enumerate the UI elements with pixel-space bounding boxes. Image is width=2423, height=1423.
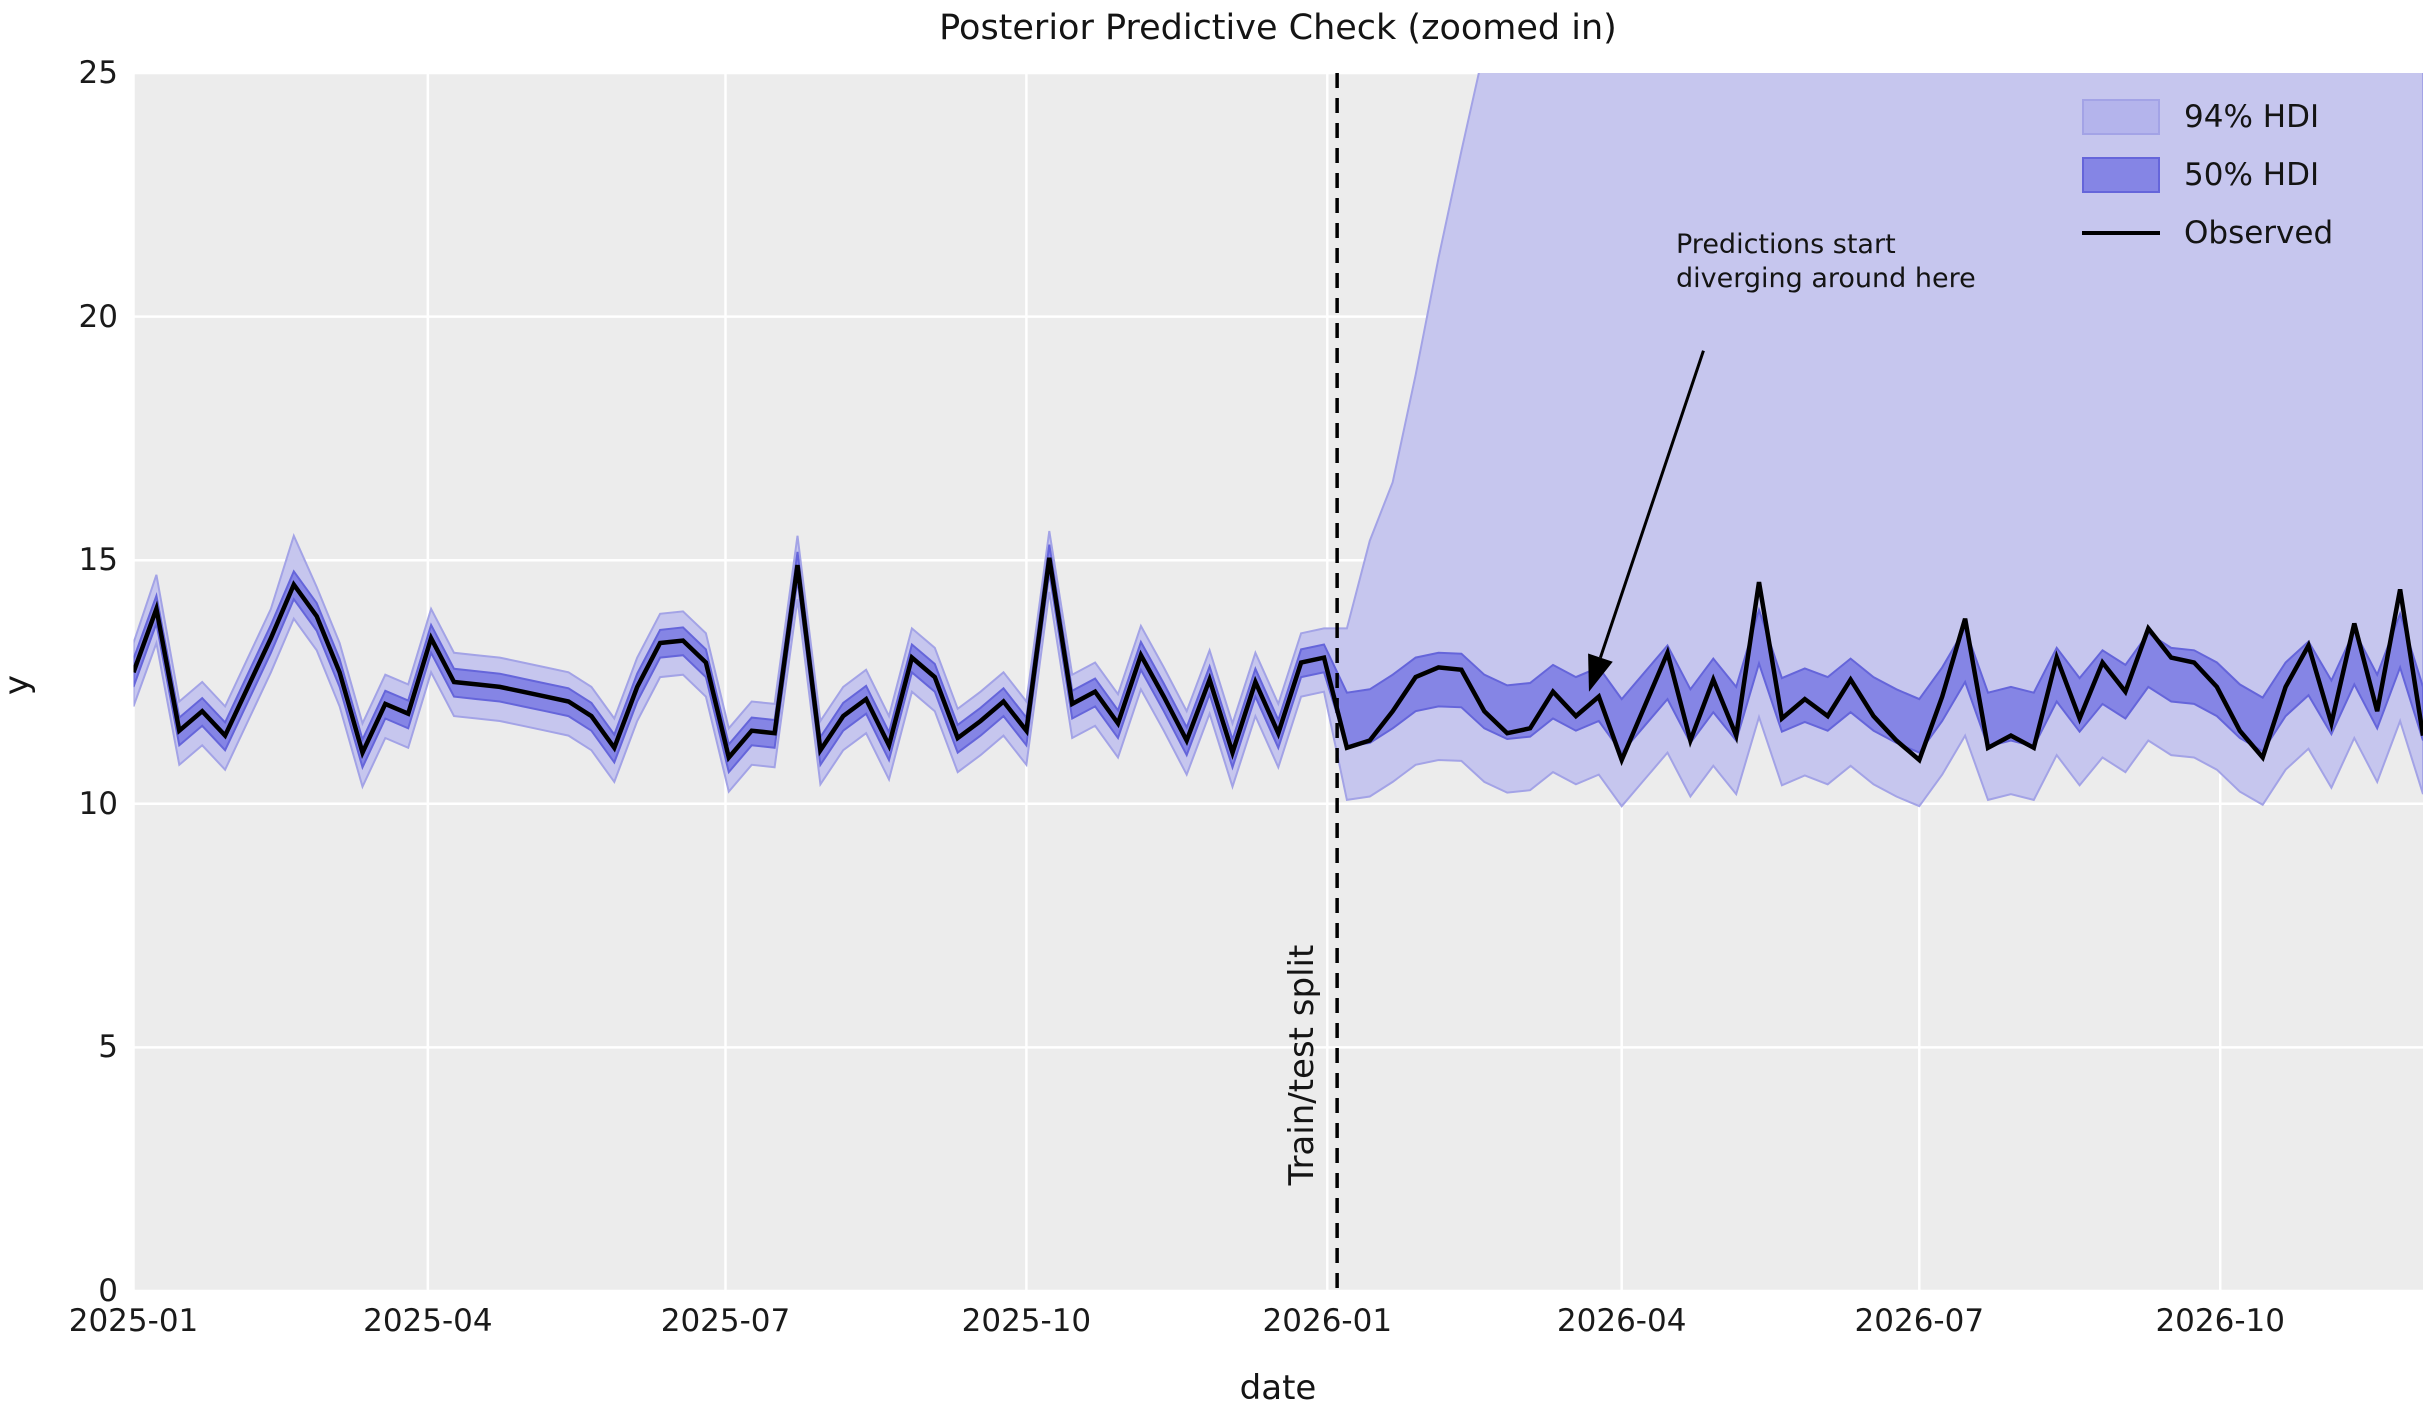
observed-line-swatch-icon <box>2082 231 2160 235</box>
legend: 94% HDI 50% HDI Observed <box>2082 88 2412 262</box>
x-tick-label: 2025-07 <box>660 1303 791 1339</box>
y-tick-label: 5 <box>98 1029 118 1066</box>
legend-label-50-hdi: 50% HDI <box>2184 157 2320 193</box>
hdi50-swatch-icon <box>2082 157 2160 193</box>
x-tick-label: 2026-01 <box>1262 1303 1393 1339</box>
legend-row-observed: Observed <box>2082 204 2412 262</box>
diverging-annotation: Predictions start diverging around here <box>1676 228 1976 296</box>
x-tick-label: 2026-07 <box>1854 1303 1985 1339</box>
x-tick-label: 2025-04 <box>363 1303 493 1339</box>
y-tick-label: 0 <box>98 1273 118 1309</box>
y-tick-label: 20 <box>78 298 118 335</box>
y-tick-label: 15 <box>78 542 118 579</box>
y-tick-label: 25 <box>78 55 118 91</box>
legend-row-94-hdi: 94% HDI <box>2082 88 2412 146</box>
legend-row-50-hdi: 50% HDI <box>2082 146 2412 204</box>
observed-line <box>133 557 2423 767</box>
x-axis-label: date <box>1239 1368 1317 1408</box>
hdi94-swatch-icon <box>2082 99 2160 135</box>
x-tick-label: 2025-01 <box>68 1303 199 1339</box>
x-tick-label: 2026-04 <box>1556 1303 1687 1339</box>
chart-title: Posterior Predictive Check (zoomed in) <box>939 8 1617 48</box>
x-tick-label: 2026-10 <box>2155 1303 2285 1339</box>
legend-label-observed: Observed <box>2184 215 2334 251</box>
diverging-annotation-line2: diverging around here <box>1676 263 1976 294</box>
annotation-arrowhead-icon <box>1588 653 1613 692</box>
x-tick-label: 2025-10 <box>961 1303 1092 1339</box>
legend-label-94-hdi: 94% HDI <box>2184 99 2320 135</box>
train-test-split-label: Train/test split <box>1282 944 1322 1186</box>
y-tick-label: 10 <box>78 785 118 822</box>
annotation-arrow-line <box>1599 350 1705 659</box>
hdi94-band <box>133 73 2423 808</box>
diverging-annotation-line1: Predictions start <box>1676 229 1896 260</box>
